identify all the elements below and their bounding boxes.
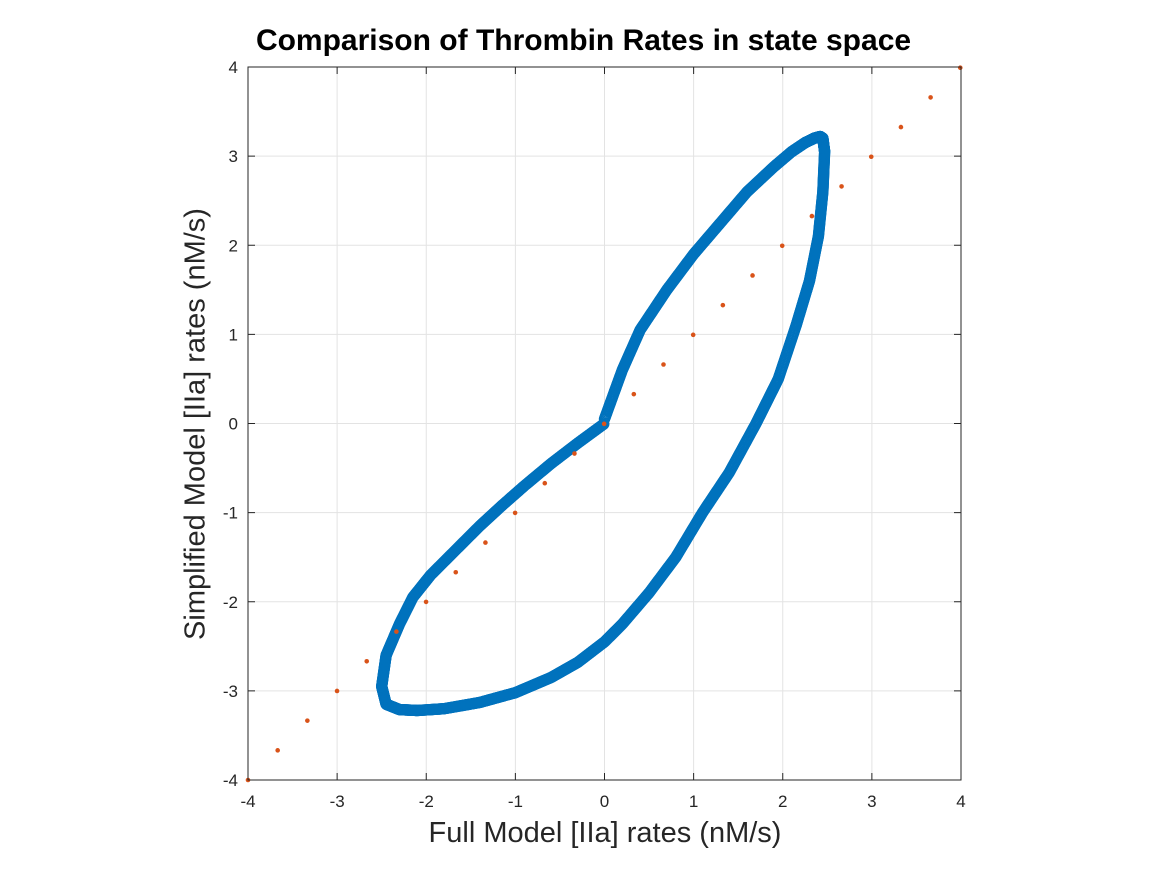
identity-point	[809, 213, 815, 219]
scatter-point	[598, 418, 610, 430]
identity-point	[394, 629, 399, 634]
y-tick-label: 2	[229, 236, 238, 255]
chart-title: Comparison of Thrombin Rates in state sp…	[255, 24, 912, 57]
identity-point	[631, 391, 637, 397]
identity-line-series	[245, 65, 963, 783]
identity-point	[275, 748, 280, 753]
y-tick-label: -3	[223, 682, 238, 701]
identity-point	[453, 569, 459, 575]
scatter-series	[375, 130, 831, 717]
x-tick-label: 1	[689, 792, 698, 811]
identity-point	[957, 65, 963, 71]
identity-point	[572, 451, 577, 456]
identity-point	[334, 688, 340, 694]
x-axis-label: Full Model [IIa] rates (nM/s)	[428, 817, 782, 849]
identity-point	[305, 718, 310, 723]
x-tick-label: 0	[600, 792, 609, 811]
x-tick-label: -2	[419, 792, 434, 811]
identity-point	[423, 599, 429, 605]
identity-point	[928, 95, 933, 100]
identity-point	[364, 658, 370, 664]
x-tick-label: 3	[867, 792, 876, 811]
y-tick-label: 4	[229, 58, 238, 77]
axes	[247, 66, 962, 781]
y-tick-label: -1	[223, 504, 238, 523]
identity-point	[839, 184, 844, 189]
identity-point	[898, 124, 904, 130]
x-tick-label: -3	[330, 792, 345, 811]
y-tick-label: 3	[229, 147, 238, 166]
x-tick-label: 2	[778, 792, 787, 811]
identity-point	[542, 480, 548, 486]
identity-point	[750, 273, 755, 278]
identity-point	[720, 302, 726, 308]
identity-point	[661, 362, 666, 367]
identity-point	[512, 510, 518, 516]
identity-point	[690, 332, 696, 338]
y-tick-label: 0	[229, 415, 238, 434]
x-tick-label: -4	[240, 792, 255, 811]
y-axis-label: Simplified Model [IIa] rates (nM/s)	[179, 208, 212, 640]
tick-labels: -4 -3 -2 -1 0 1 2 3 4 -4 -3 -2 -1 0 1 2 3 4	[223, 58, 966, 811]
y-tick-label: -2	[223, 593, 238, 612]
identity-point	[483, 540, 488, 545]
identity-point	[868, 154, 874, 160]
y-tick-label: 1	[229, 325, 238, 344]
identity-point	[601, 421, 607, 427]
x-tick-label: 4	[956, 792, 965, 811]
identity-point	[779, 243, 785, 249]
y-tick-label: -4	[223, 771, 238, 790]
x-tick-label: -1	[508, 792, 523, 811]
